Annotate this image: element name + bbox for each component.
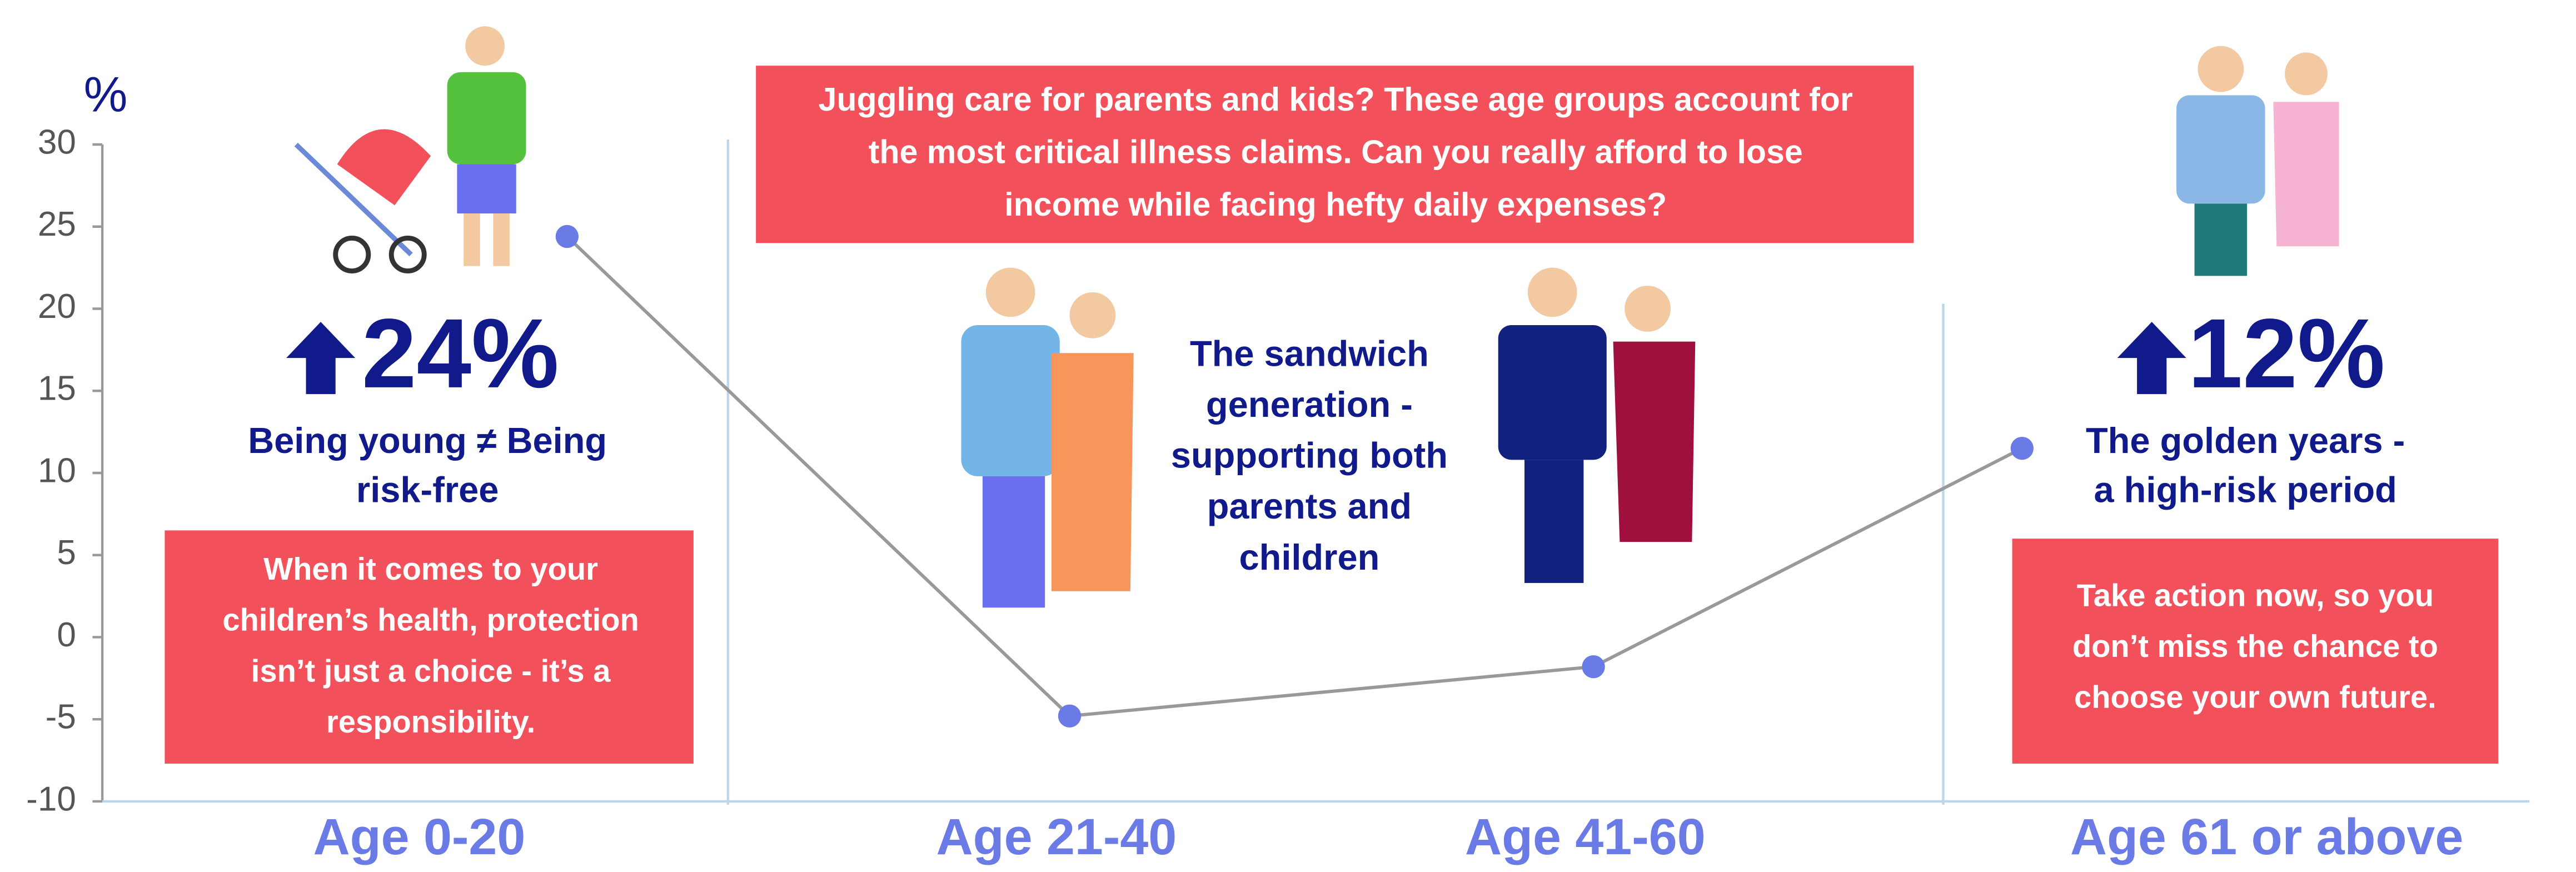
x-tick-label: Age 0-20 [313,809,526,865]
family-illustration [961,267,1134,608]
x-tick-label: Age 21-40 [936,809,1177,865]
caption: generation - [1206,384,1413,425]
y-axis-label: % [84,67,128,122]
box-text: responsibility. [326,704,535,739]
data-point [1058,704,1082,728]
caption: parents and [1207,486,1412,526]
caption: supporting both [1171,435,1448,476]
data-point [2010,436,2034,460]
box-text: children’s health, protection [222,602,639,637]
child-illustration [294,26,526,273]
arrow-icon [2117,322,2186,395]
caption: risk-free [356,470,499,510]
y-tick-label: -10 [26,780,76,818]
y-tick-label: 20 [38,287,76,326]
box-text: Take action now, so you [2077,577,2434,612]
box-text: choose your own future. [2074,680,2437,715]
box-text: isn’t just a choice - it’s a [251,653,611,688]
box-text: When it comes to your [263,551,598,586]
data-point [555,225,579,248]
banner-text: the most critical illness claims. Can yo… [869,133,1803,170]
y-tick-label: 30 [38,123,76,161]
data-point [1582,655,1605,679]
caption: The golden years - [2086,420,2405,461]
banner-text: income while facing hefty daily expenses… [1004,186,1667,223]
data-line [566,235,2023,718]
banner-text: Juggling care for parents and kids? Thes… [819,81,1853,118]
caption: The sandwich [1190,333,1429,373]
y-tick-label: 0 [57,616,76,654]
caption: children [1239,537,1379,577]
arrow-icon [286,322,356,395]
y-tick-label: 10 [38,451,76,490]
info-box [2012,539,2499,764]
y-tick-label: -5 [46,698,76,736]
y-tick-label: 5 [57,534,76,572]
x-tick-label: Age 61 or above [2070,809,2463,865]
x-tick-label: Age 41-60 [1465,809,1706,865]
headline: 24% [362,298,559,408]
couple-illustration [1498,267,1696,583]
headline: 12% [2188,298,2385,408]
info-box [165,530,694,764]
elderly-illustration [2176,46,2339,276]
banner [756,66,1914,243]
y-tick-label: 15 [38,370,76,408]
y-tick-label: 25 [38,205,76,243]
caption: Being young ≠ Being [248,420,607,461]
box-text: don’t miss the chance to [2072,629,2438,664]
caption: a high-risk period [2094,470,2396,510]
